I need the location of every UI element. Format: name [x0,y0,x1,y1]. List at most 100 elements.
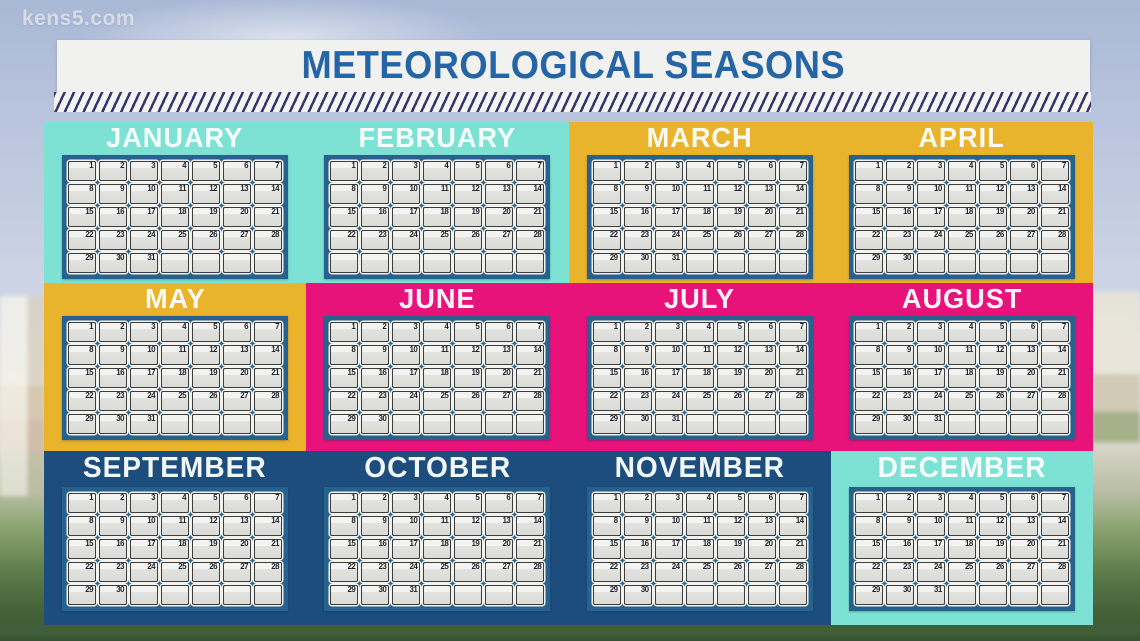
day-cell: 10 [916,345,945,365]
day-number: 6 [506,493,511,502]
calendar-october: 1 2 3 4 5 6 7 8 9 10 11 12 13 14 15 16 17 18 19 20 21 22 23 24 2… [324,487,551,611]
day-cell: 8 [68,516,97,536]
day-cell: 28 [516,230,545,250]
day-cell: 27 [485,562,514,582]
day-cell: 27 [485,391,514,411]
day-cell: 25 [161,562,190,582]
day-number: 28 [1057,230,1066,239]
day-cell: 16 [623,539,652,559]
day-number: 21 [533,539,542,548]
day-number: 6 [768,322,773,331]
day-cell: 6 [485,161,514,181]
day-number: 18 [964,207,973,216]
day-number: 21 [795,539,804,548]
empty-day-cell [454,585,483,605]
day-cell: 23 [361,391,390,411]
day-cell: 23 [99,562,128,582]
day-number: 16 [116,207,125,216]
day-cell: 16 [99,207,128,227]
day-cell: 30 [99,414,128,434]
day-number: 15 [85,539,94,548]
day-cell: 29 [854,414,883,434]
day-number: 6 [1030,322,1035,331]
day-number: 24 [671,391,680,400]
day-cell: 11 [685,184,714,204]
calendar-september: 1 2 3 4 5 6 7 8 9 10 11 12 13 14 15 16 17 18 19 20 21 22 23 24 2… [62,487,289,611]
day-cell: 28 [1040,230,1069,250]
day-number: 12 [471,184,480,193]
day-cell: 3 [916,161,945,181]
day-cell: 15 [68,368,97,388]
empty-day-cell [392,253,421,273]
day-number: 11 [178,184,187,193]
day-number: 9 [644,345,649,354]
day-number: 24 [409,562,418,571]
day-number: 19 [733,207,742,216]
empty-day-cell [192,414,221,434]
day-number: 23 [640,391,649,400]
empty-day-cell [716,414,745,434]
day-cell: 17 [916,368,945,388]
day-number: 11 [965,184,973,193]
day-number: 12 [995,345,1004,354]
day-cell: 29 [854,585,883,605]
day-number: 1 [875,493,880,502]
day-cell: 27 [223,562,252,582]
day-cell: 24 [916,230,945,250]
day-cell: 12 [454,345,483,365]
day-cell: 21 [778,539,807,559]
day-cell: 20 [485,539,514,559]
day-number: 12 [209,516,218,525]
day-cell: 29 [592,253,621,273]
day-number: 28 [533,391,542,400]
day-number: 1 [351,322,356,331]
empty-day-cell [716,585,745,605]
day-cell: 24 [130,230,159,250]
day-number: 13 [1026,516,1035,525]
day-cell: 6 [1009,493,1038,513]
day-cell: 7 [1040,493,1069,513]
day-cell: 28 [516,391,545,411]
calendar-january: 1 2 3 4 5 6 7 8 9 10 11 12 13 14 15 16 17 18 19 20 21 22 23 24 2… [62,155,289,279]
day-number: 24 [933,562,942,571]
day-number: 23 [378,391,387,400]
day-cell: 31 [916,585,945,605]
day-cell: 25 [423,230,452,250]
day-number: 3 [151,161,156,170]
day-cell: 27 [223,391,252,411]
day-cell: 23 [99,391,128,411]
day-cell: 17 [392,207,421,227]
day-number: 28 [1057,562,1066,571]
empty-day-cell [423,253,452,273]
day-number: 11 [178,345,187,354]
day-cell: 8 [854,516,883,536]
day-number: 16 [116,539,125,548]
empty-day-cell [1009,253,1038,273]
empty-day-cell [516,414,545,434]
day-number: 10 [409,184,418,193]
day-cell: 23 [885,562,914,582]
day-cell: 30 [885,414,914,434]
day-cell: 27 [747,562,776,582]
day-number: 2 [644,493,649,502]
day-number: 11 [440,184,449,193]
day-cell: 27 [747,230,776,250]
day-number: 21 [1057,207,1066,216]
day-cell: 12 [716,184,745,204]
calendar-grid: 1 2 3 4 5 6 7 8 9 10 11 12 13 14 15 16 17 18 19 20 21 22 23 24 2… [68,161,283,273]
day-cell: 8 [592,345,621,365]
day-number: 23 [640,230,649,239]
day-number: 6 [244,322,249,331]
month-block-august: AUGUST 1 2 3 4 5 6 7 8 9 10 11 12 13 14 15 16 17 18 19 20 21 2… [831,283,1093,451]
day-cell: 4 [161,161,190,181]
day-number: 19 [471,539,480,548]
day-number: 4 [968,493,973,502]
day-cell: 7 [1040,161,1069,181]
day-cell: 22 [68,230,97,250]
day-cell: 3 [130,161,159,181]
calendar-grid: 1 2 3 4 5 6 7 8 9 10 11 12 13 14 15 16 17 18 19 20 21 22 23 24 2… [68,322,283,434]
day-cell: 12 [716,345,745,365]
day-cell: 19 [716,368,745,388]
day-number: 17 [147,368,156,377]
